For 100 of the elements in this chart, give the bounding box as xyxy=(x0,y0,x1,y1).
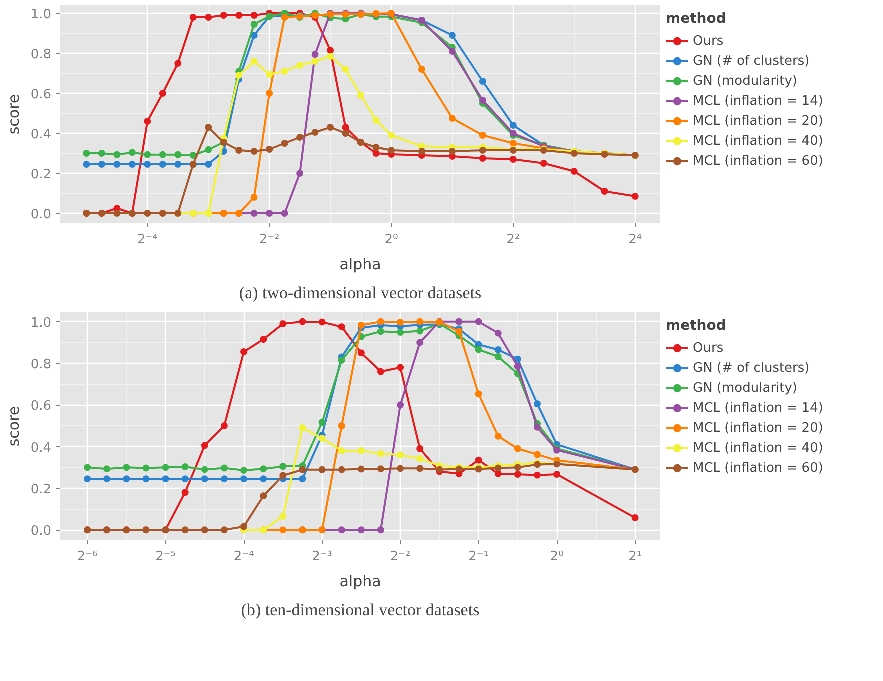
legend-label: GN (modularity) xyxy=(693,72,798,90)
text: (b) ten-dimensional vector datasets xyxy=(241,600,480,620)
x-axis-title: alpha xyxy=(340,256,382,274)
point xyxy=(142,464,150,472)
point xyxy=(299,424,306,432)
point xyxy=(201,526,208,534)
point xyxy=(201,466,208,474)
y-tick-label: 0.4 xyxy=(30,128,52,142)
point xyxy=(514,363,522,370)
x-tick-label: 2¹ xyxy=(628,550,642,564)
y-tick-label: 0.2 xyxy=(30,168,52,182)
x-tick-label: 2⁴ xyxy=(628,232,642,248)
y-tick-label: 0.0 xyxy=(30,524,52,540)
text: (a) two-dimensional vector datasets xyxy=(239,284,482,302)
y-tick-label: 0.6 xyxy=(30,88,52,102)
point xyxy=(220,422,228,430)
point xyxy=(182,464,189,470)
point xyxy=(220,476,228,483)
point xyxy=(397,364,404,372)
y-tick-label: 1.0 xyxy=(30,8,52,22)
point xyxy=(554,471,561,478)
point xyxy=(494,464,502,472)
x-tick-label: 2⁰ xyxy=(550,550,564,564)
point xyxy=(514,356,522,363)
point xyxy=(182,526,189,534)
point xyxy=(416,328,424,335)
legend-label: GN (# of clusters) xyxy=(693,360,810,377)
legend-label: MCL (inflation = 20) xyxy=(693,420,824,437)
point xyxy=(534,472,541,479)
point xyxy=(416,455,424,462)
point xyxy=(475,390,482,398)
legend-label: Ours xyxy=(693,32,724,50)
point xyxy=(377,466,384,473)
point xyxy=(260,492,268,500)
point xyxy=(240,467,248,474)
legend-label: MCL (inflation = 60) xyxy=(693,460,824,477)
point xyxy=(142,476,150,483)
point xyxy=(358,322,365,329)
x-tick-label: 2⁻⁵ xyxy=(156,550,176,564)
point xyxy=(299,476,306,483)
point xyxy=(338,526,346,534)
y-tick-label: 0.6 xyxy=(30,399,52,414)
point xyxy=(84,464,92,472)
point xyxy=(338,422,346,430)
x-tick-label: 2⁻⁴ xyxy=(137,232,158,248)
point xyxy=(475,456,482,464)
point xyxy=(377,450,384,458)
point xyxy=(104,466,111,473)
point xyxy=(514,464,522,472)
legend-label: MCL (inflation = 40) xyxy=(693,132,824,150)
point xyxy=(416,339,424,346)
x-tick-label: 2⁻³ xyxy=(312,550,332,564)
point xyxy=(397,328,404,336)
point xyxy=(318,434,326,442)
legend-title: method xyxy=(666,318,728,334)
point xyxy=(299,466,306,474)
point xyxy=(280,526,287,534)
point xyxy=(220,526,228,534)
point xyxy=(162,476,170,483)
point xyxy=(123,464,130,472)
point xyxy=(377,368,384,376)
legend-label: Ours xyxy=(693,340,724,357)
point xyxy=(84,476,92,483)
legend-title: method xyxy=(666,11,728,27)
point xyxy=(123,476,130,483)
point xyxy=(260,476,268,483)
point xyxy=(534,424,541,431)
point xyxy=(280,320,287,328)
point xyxy=(534,400,541,408)
x-tick-label: 2⁰ xyxy=(384,232,398,248)
x-tick-label: 2² xyxy=(506,232,520,248)
point xyxy=(280,513,287,520)
point xyxy=(338,324,346,331)
x-tick-label: 2⁻² xyxy=(390,550,411,564)
y-tick-label: 1.0 xyxy=(30,316,52,331)
point xyxy=(377,328,384,336)
x-tick-label: 2⁻⁶ xyxy=(77,550,98,564)
point xyxy=(201,442,208,450)
x-axis-title: alpha xyxy=(340,572,382,590)
point xyxy=(240,348,248,356)
x-tick-label: 2⁻¹ xyxy=(468,550,489,564)
legend-label: MCL (inflation = 40) xyxy=(693,440,824,457)
point xyxy=(182,489,189,496)
legend-label: MCL (inflation = 60) xyxy=(693,152,824,170)
y-tick-label: 0.8 xyxy=(30,48,52,62)
point xyxy=(475,318,482,326)
point xyxy=(338,466,346,474)
point xyxy=(338,356,346,364)
legend-label: GN (# of clusters) xyxy=(693,52,810,70)
y-axis-title: score xyxy=(4,406,23,447)
point xyxy=(494,470,502,478)
point xyxy=(494,353,502,360)
point xyxy=(260,336,268,344)
point xyxy=(338,447,346,454)
legend-label: MCL (inflation = 20) xyxy=(693,112,824,130)
point xyxy=(201,476,208,483)
point xyxy=(494,330,502,337)
legend-label: MCL (inflation = 14) xyxy=(693,92,824,110)
point xyxy=(318,419,326,426)
point xyxy=(494,432,502,440)
